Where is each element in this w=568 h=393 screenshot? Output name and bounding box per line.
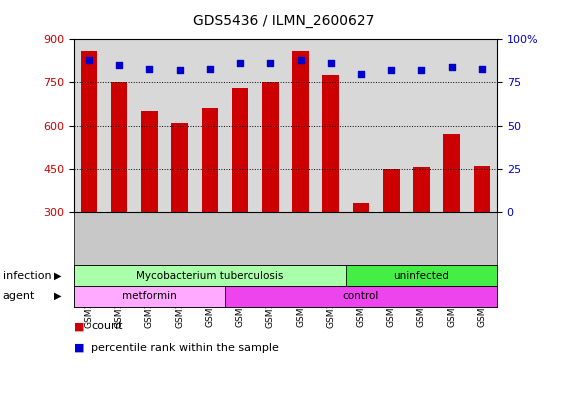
Point [296,57,305,63]
Text: ■: ■ [74,321,84,331]
Text: metformin: metformin [122,291,177,301]
Bar [81,51,97,212]
Point [447,64,456,70]
Bar [323,75,339,212]
Point [175,67,184,73]
Point [266,61,275,67]
Point [417,67,426,73]
Bar [262,83,279,212]
Point [145,66,154,72]
Text: percentile rank within the sample: percentile rank within the sample [91,343,279,353]
Bar [292,51,309,212]
Text: ■: ■ [74,343,84,353]
Text: agent: agent [3,291,35,301]
Text: uninfected: uninfected [394,271,449,281]
Bar [383,169,399,212]
Bar [474,166,490,212]
Point [236,61,245,67]
Bar [444,134,460,212]
Bar [141,111,158,212]
Point [115,62,124,68]
Text: infection: infection [3,271,52,281]
Bar [172,123,188,212]
Text: Mycobacterium tuberculosis: Mycobacterium tuberculosis [136,271,283,281]
Point [85,57,94,63]
Bar [111,83,127,212]
Bar [225,286,497,307]
Bar [74,265,346,286]
Point [205,66,214,72]
Text: ▶: ▶ [54,291,61,301]
Bar [74,286,225,307]
Bar [413,167,430,212]
Bar [353,203,369,212]
Bar [346,265,497,286]
Point [387,67,396,73]
Text: GDS5436 / ILMN_2600627: GDS5436 / ILMN_2600627 [193,13,375,28]
Point [357,71,366,77]
Bar [232,88,248,212]
Text: ▶: ▶ [54,271,61,281]
Point [477,66,486,72]
Text: control: control [343,291,379,301]
Point [326,61,335,67]
Text: count: count [91,321,122,331]
Bar [202,108,218,212]
